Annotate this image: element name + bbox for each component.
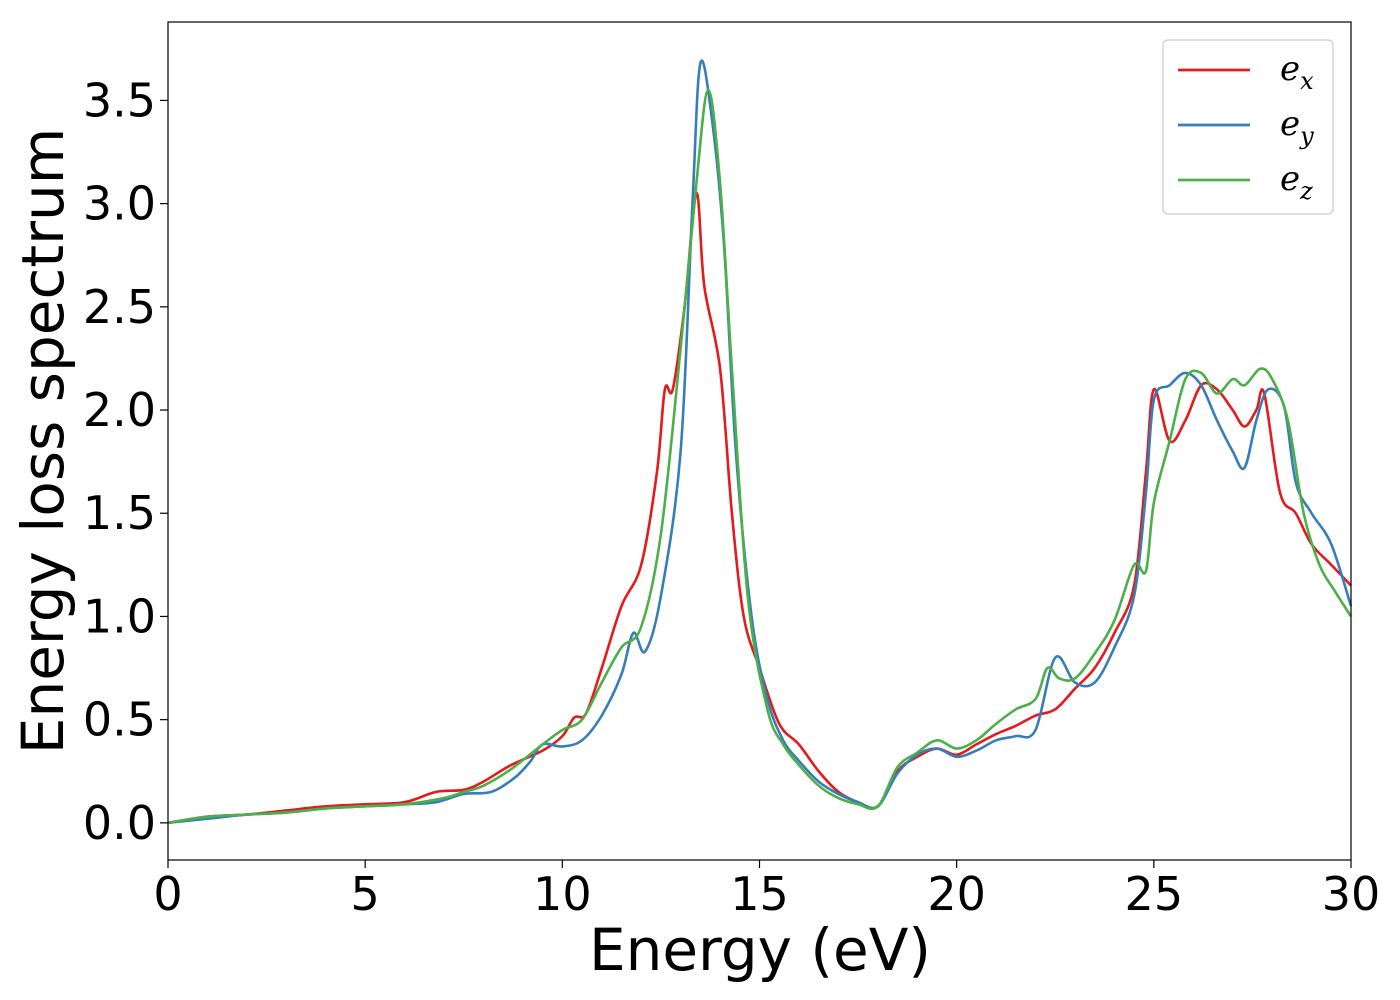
y-tick-label: 3.5 [83,73,156,127]
y-tick-label: 0.0 [83,796,156,850]
y-tick-label: 2.5 [83,280,156,334]
legend-label-base: e [1280,104,1300,144]
x-tick-label: 5 [351,867,380,921]
x-tick-label: 30 [1322,867,1381,921]
y-tick-label: 3.0 [83,177,156,231]
x-tick-label: 10 [533,867,592,921]
legend-label-ex: ex [1280,49,1314,95]
legend-label-ey: ey [1280,104,1314,150]
x-tick-label: 15 [730,867,789,921]
series-layer [167,59,1353,825]
x-tick-label: 25 [1125,867,1184,921]
y-tick-label: 1.5 [83,486,156,540]
legend-label-subscript: z [1299,177,1313,205]
y-tick-label: 1.0 [83,589,156,643]
x-tick-label: 20 [927,867,986,921]
y-axis-ticks: 0.0 0.5 1.0 1.5 2.0 2.5 3.0 3.5 [83,73,168,850]
legend-box [1162,39,1334,215]
legend-label-ez: ez [1280,159,1313,205]
legend-label-base: e [1280,49,1300,89]
x-tick-label: 0 [153,867,182,921]
x-axis-ticks: 0 5 10 15 20 25 30 [153,860,1380,921]
y-tick-label: 2.0 [83,383,156,437]
y-tick-label: 0.5 [83,693,156,747]
legend-label-subscript: x [1300,67,1314,95]
series-line-ez [167,88,1353,825]
legend-label-subscript: y [1299,122,1314,150]
legend-label-base: e [1280,159,1300,199]
y-axis-title: Energy loss spectrum [9,128,77,754]
x-axis-title: Energy (eV) [589,916,931,984]
